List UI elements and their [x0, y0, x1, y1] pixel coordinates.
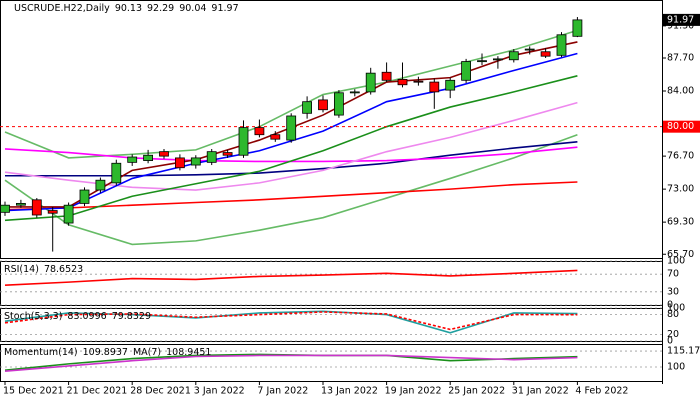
- y-tick-label: 0: [667, 300, 673, 311]
- y-tick-label: 115.1745: [667, 346, 700, 357]
- x-tick-label: 4 Feb 2022: [575, 386, 628, 397]
- level-label: 80.00: [667, 121, 694, 132]
- stoch-main-value: 83.0996: [67, 311, 107, 322]
- panel-frame: [0, 261, 663, 306]
- candle-body: [524, 48, 535, 51]
- candle-body: [159, 151, 169, 157]
- indicator-line: [4, 181, 578, 211]
- legend-entry: Momentum(14): [4, 347, 78, 358]
- indicator-line: [4, 146, 578, 163]
- candle-body: [143, 154, 154, 161]
- candle-body: [111, 162, 122, 184]
- candle-body: [31, 199, 42, 216]
- open-value: 90.13: [114, 3, 143, 14]
- indicator-line: [4, 75, 578, 222]
- candle-body: [492, 58, 503, 61]
- candle-body: [47, 210, 58, 214]
- candle-body: [508, 51, 519, 61]
- candle-body: [127, 156, 138, 163]
- y-tick-label: 100: [667, 256, 685, 267]
- candle-body: [413, 80, 424, 83]
- y-tick-label: 100: [667, 303, 685, 314]
- candle-body: [238, 127, 249, 156]
- candle-body: [349, 91, 360, 94]
- candle-body: [286, 115, 297, 141]
- y-tick-label: 20: [667, 329, 679, 340]
- candle-body: [461, 61, 472, 81]
- candle-body: [556, 34, 567, 56]
- candle-body: [190, 157, 201, 166]
- candle-body: [429, 81, 440, 93]
- rsi-title: RSI(14): [4, 264, 39, 275]
- rsi-value: 78.6523: [43, 264, 84, 275]
- candle-body: [302, 101, 313, 114]
- candle-body: [63, 204, 74, 224]
- candle-body: [572, 19, 583, 37]
- last-price-label: 91.97: [667, 14, 694, 25]
- candle-body: [206, 151, 217, 163]
- indicator-line: [5, 141, 578, 177]
- last-price-box: [663, 13, 700, 26]
- x-tick-label: 25 Jan 2022: [448, 386, 505, 397]
- candle-body: [79, 189, 90, 204]
- y-tick-label: 73.00: [667, 184, 694, 195]
- indicator-line: [4, 133, 578, 246]
- legend-entry: MA(7): [132, 347, 162, 358]
- y-tick-label: 0: [667, 336, 673, 347]
- close-value: 91.97: [211, 3, 239, 14]
- y-tick-label: 30: [667, 286, 679, 297]
- y-tick-label: 100: [667, 362, 685, 373]
- candle-body: [381, 71, 392, 81]
- candle-body: [270, 134, 281, 140]
- y-tick-label: 87.70: [667, 52, 694, 63]
- indicator-line: [4, 311, 578, 331]
- candle-body: [477, 60, 487, 63]
- candle-body: [222, 152, 233, 156]
- legend-value: 108.9451: [166, 347, 212, 358]
- x-tick-label: 13 Jan 2022: [321, 386, 378, 397]
- chart-title: USCRUDE.H22,Daily: [14, 3, 110, 14]
- level-label-box: [663, 120, 700, 133]
- candle-body: [540, 51, 551, 57]
- y-tick-label: 70: [667, 269, 679, 280]
- main-header: USCRUDE.H22,Daily 90.13 92.29 90.04 91.97: [14, 3, 244, 14]
- candle-body: [254, 127, 265, 136]
- x-tick-label: 21 Dec 2021: [67, 386, 128, 397]
- x-tick-label: 3 Jan 2022: [194, 386, 245, 397]
- indicator-line: [4, 269, 578, 286]
- x-tick-label: 28 Dec 2021: [130, 386, 191, 397]
- x-tick-label: 31 Jan 2022: [512, 386, 569, 397]
- candle-body: [15, 203, 26, 206]
- legend-value: 109.8937: [82, 347, 128, 358]
- y-tick-label: 65.70: [667, 249, 694, 260]
- x-tick-label: 7 Jan 2022: [257, 386, 308, 397]
- candle-body: [445, 79, 456, 91]
- x-tick-label: 19 Jan 2022: [385, 386, 442, 397]
- x-tick-label: 15 Dec 2021: [3, 386, 64, 397]
- high-value: 92.29: [147, 3, 175, 14]
- y-tick-label: 76.70: [667, 151, 694, 162]
- candle-body: [174, 157, 185, 169]
- stoch-title: Stoch(5,3,3): [4, 311, 63, 322]
- candle-body: [397, 78, 408, 86]
- stoch-signal-value: 79.8329: [111, 311, 151, 322]
- candle-body: [365, 72, 376, 93]
- candle-body: [318, 99, 328, 111]
- momentum-header: Momentum(14) 109.8937 MA(7) 108.9451: [4, 347, 216, 358]
- indicator-line: [4, 354, 578, 373]
- rsi-header: RSI(14) 78.6523: [4, 264, 88, 275]
- y-tick-label: 84.00: [667, 85, 694, 96]
- y-tick-label: 69.30: [667, 217, 694, 228]
- low-value: 90.04: [179, 3, 207, 14]
- candle-body: [333, 92, 344, 116]
- y-tick-label: 80: [667, 309, 679, 320]
- candle-body: [0, 204, 10, 213]
- candle-body: [95, 179, 106, 191]
- stoch-header: Stoch(5,3,3) 83.0996 79.8329: [4, 311, 156, 322]
